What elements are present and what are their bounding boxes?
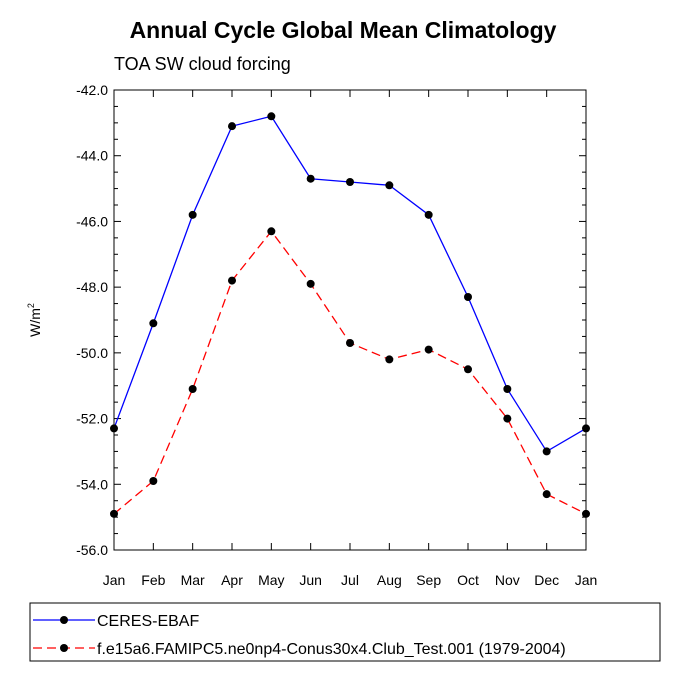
- svg-text:W/m2: W/m2: [26, 303, 43, 337]
- legend-label-1: CERES-EBAF: [97, 613, 199, 630]
- plot-area: [113, 89, 587, 551]
- series-2-point: [306, 279, 315, 288]
- x-tick-label: Jan: [103, 572, 126, 588]
- legend-marker-1: [60, 616, 68, 624]
- series-2-point: [110, 509, 118, 518]
- x-tick-label: Mar: [181, 572, 205, 588]
- series-1-point: [228, 122, 236, 131]
- series-1-point: [346, 178, 354, 186]
- y-tick-label: -54.0: [76, 476, 108, 492]
- y-tick-label: -48.0: [76, 279, 108, 295]
- series-2-point: [424, 345, 433, 354]
- y-tick-label: -56.0: [76, 542, 108, 558]
- legend-marker-2: [60, 644, 68, 652]
- chart-title: Annual Cycle Global Mean Climatology: [130, 17, 557, 43]
- y-axis-label-text: W/m: [27, 308, 43, 337]
- y-tick-label: -52.0: [76, 411, 108, 427]
- x-tick-label: Dec: [534, 572, 559, 588]
- series-2-point: [542, 490, 551, 499]
- y-tick-label: -44.0: [76, 148, 108, 164]
- series-1-point: [385, 181, 394, 190]
- x-tick-label: Sep: [416, 572, 441, 588]
- series-2-point: [188, 385, 197, 393]
- series-1-point: [582, 424, 590, 433]
- series-1-point: [424, 210, 433, 219]
- series-2-point: [385, 355, 394, 364]
- x-axis: Jan Feb Mar Apr May Jun Jul Aug Sep Oct Nov Dec Jan: [103, 90, 598, 588]
- series-1-point: [267, 112, 276, 121]
- series-2-point: [346, 339, 354, 347]
- x-tick-label: Oct: [457, 572, 479, 588]
- legend-label-2: f.e15a6.FAMIPC5.ne0np4-Conus30x4.Club_Te…: [97, 641, 566, 658]
- series-2-point: [267, 227, 276, 236]
- series-1-point: [542, 447, 551, 456]
- series-line-1: [113, 115, 587, 453]
- series-1-point: [149, 319, 158, 328]
- x-tick-label: Jan: [575, 572, 598, 588]
- y-tick-label: -50.0: [76, 345, 108, 361]
- series-1-point: [464, 293, 472, 301]
- series-line-2: [113, 230, 587, 515]
- x-tick-label: Jun: [299, 572, 322, 588]
- series-1-point: [188, 210, 197, 219]
- series-layer: [110, 112, 590, 518]
- chart-subtitle: TOA SW cloud forcing: [114, 54, 291, 74]
- x-tick-label: Aug: [377, 572, 402, 588]
- series-1-point: [503, 385, 512, 393]
- y-axis-label-sup: 2: [26, 303, 36, 308]
- x-tick-label: Jul: [341, 572, 359, 588]
- legend-box: [29, 602, 661, 662]
- series-2-point: [503, 414, 512, 423]
- series-1-point: [110, 424, 118, 433]
- series-2-point: [149, 477, 158, 485]
- series-2-point: [582, 509, 590, 518]
- x-tick-label: Nov: [495, 572, 520, 588]
- x-tick-label: Feb: [141, 572, 165, 588]
- series-2-point: [228, 276, 236, 285]
- x-tick-label: Apr: [221, 572, 243, 588]
- y-tick-label: -46.0: [76, 213, 108, 229]
- y-axis-label: W/m2: [26, 303, 43, 337]
- legend: CERES-EBAF f.e15a6.FAMIPC5.ne0np4-Conus30…: [29, 602, 661, 662]
- series-2-point: [464, 365, 472, 374]
- y-tick-label: -42.0: [76, 82, 108, 98]
- series-1-point: [306, 174, 315, 183]
- y-axis: -56.0 -54.0 -52.0 -50.0 -48.0 -46.0 -44.0 -42.0: [76, 82, 586, 558]
- x-tick-label: May: [258, 572, 284, 588]
